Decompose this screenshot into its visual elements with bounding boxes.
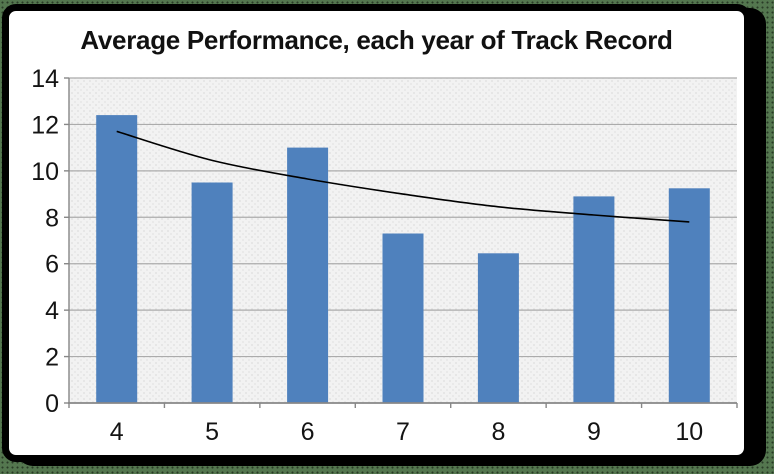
- bar-7: [382, 233, 424, 403]
- y-axis-label-12: 12: [31, 111, 59, 139]
- bar-10: [668, 188, 710, 403]
- chart-frame: Average Performance, each year of Track …: [2, 4, 751, 462]
- bar-8: [477, 253, 519, 403]
- trendline: [116, 130, 690, 223]
- y-axis-label-2: 2: [45, 344, 59, 372]
- y-axis-label-6: 6: [45, 251, 59, 279]
- x-axis-label-5: 5: [205, 418, 219, 446]
- bar-5: [191, 182, 233, 403]
- y-axis-label-0: 0: [45, 390, 59, 418]
- x-axis-label-9: 9: [587, 418, 601, 446]
- x-axis-label-4: 4: [110, 418, 124, 446]
- x-axis-label-7: 7: [396, 418, 410, 446]
- chart-title: Average Performance, each year of Track …: [80, 25, 673, 55]
- bar-9: [573, 196, 615, 403]
- bar-4: [96, 115, 138, 403]
- bar-6: [287, 147, 329, 403]
- x-axis-label-10: 10: [675, 418, 703, 446]
- x-axis-label-8: 8: [491, 418, 505, 446]
- y-axis-label-8: 8: [45, 204, 59, 232]
- y-axis-label-14: 14: [31, 65, 59, 93]
- y-axis-label-4: 4: [45, 297, 59, 325]
- chart-canvas: 0 2 4 6 8 10 12 14 4 5 6 7 8 9 10: [31, 65, 738, 446]
- y-axis-label-10: 10: [31, 158, 59, 186]
- x-axis-label-6: 6: [301, 418, 315, 446]
